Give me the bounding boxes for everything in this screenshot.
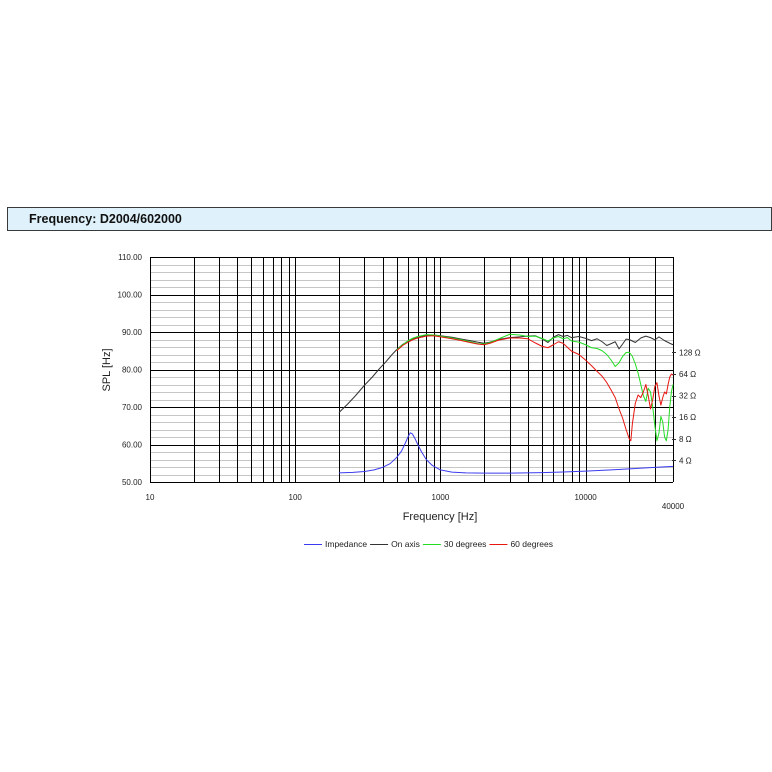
- impedance-tick-label: 16 Ω: [679, 413, 696, 422]
- legend-item-on-axis: On axis: [370, 539, 420, 549]
- impedance-tick-label: 32 Ω: [679, 392, 696, 401]
- legend-label: Impedance: [325, 539, 367, 549]
- legend-item-60-degrees: 60 degrees: [489, 539, 553, 549]
- legend-label: On axis: [391, 539, 420, 549]
- y-tick-label: 50.00: [122, 478, 143, 487]
- impedance-tick-label: 8 Ω: [679, 435, 692, 444]
- section-header: Frequency: D2004/602000: [7, 207, 772, 231]
- y-tick-label: 110.00: [118, 253, 142, 262]
- x-tick-label: 100: [289, 493, 303, 502]
- impedance-tick-label: 64 Ω: [679, 370, 696, 379]
- x-tick-label: 1000: [432, 493, 450, 502]
- y-tick-label: 90.00: [122, 328, 143, 337]
- series-lines: [338, 333, 674, 474]
- x-axis-label: Frequency [Hz]: [403, 511, 478, 523]
- legend-label: 30 degrees: [444, 539, 487, 549]
- series-line-impedance: [338, 432, 674, 474]
- series-line-60-degrees: [396, 335, 674, 442]
- legend: Impedance On axis 30 degrees 60 degrees: [304, 539, 553, 549]
- impedance-axis: 128 Ω 64 Ω 32 Ω 16 Ω 8 Ω 4 Ω: [672, 348, 701, 465]
- series-line-30-degrees: [396, 333, 674, 442]
- x-tick-labels: 10 100 1000 10000 40000: [146, 493, 685, 511]
- section-title: Frequency: D2004/602000: [29, 212, 182, 226]
- y-tick-label: 100.00: [118, 291, 143, 300]
- y-tick-label: 60.00: [122, 441, 143, 450]
- y-tick-label: 80.00: [122, 366, 143, 375]
- x-tick-label: 10000: [574, 493, 597, 502]
- y-axis-label: SPL [Hz]: [101, 349, 113, 392]
- grid-major: [150, 257, 674, 483]
- x-tick-label: 40000: [662, 502, 685, 511]
- impedance-tick-label: 128 Ω: [679, 348, 701, 357]
- y-tick-labels: 110.00 100.00 90.00 80.00 70.00 60.00 50.00: [118, 253, 143, 487]
- legend-item-impedance: Impedance: [304, 539, 367, 549]
- x-tick-label: 10: [146, 493, 155, 502]
- y-tick-label: 70.00: [122, 403, 143, 412]
- legend-label: 60 degrees: [510, 539, 553, 549]
- legend-item-30-degrees: 30 degrees: [422, 539, 487, 549]
- impedance-tick-label: 4 Ω: [679, 456, 692, 465]
